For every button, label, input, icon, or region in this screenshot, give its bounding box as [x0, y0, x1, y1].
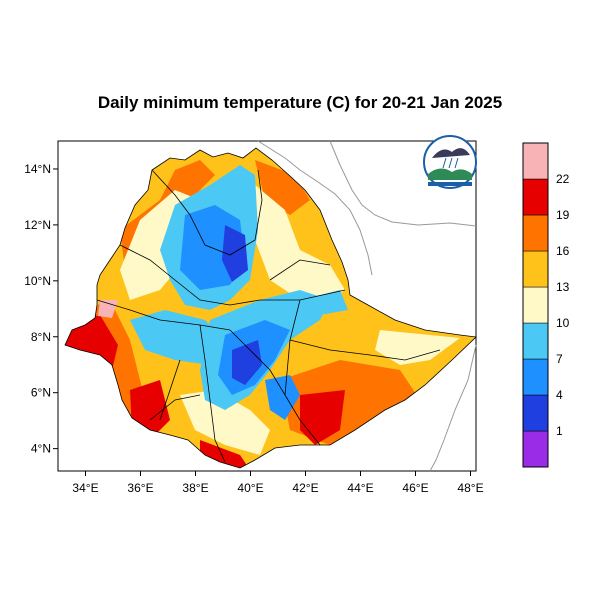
colorbar-swatch [522, 178, 549, 216]
colorbar-label: 13 [556, 280, 570, 294]
colorbar-swatch [522, 394, 549, 432]
ethiopian-meteorology-institute-logo [423, 135, 477, 189]
colorbar: 22 19 16 13 10 7 4 1 [522, 142, 570, 468]
colorbar-label: 19 [556, 208, 570, 222]
y-tick-label: 14°N [24, 162, 51, 176]
colorbar-label: 22 [556, 172, 570, 186]
x-tick-label: 40°E [237, 481, 263, 495]
y-tick-label: 12°N [24, 218, 51, 232]
colorbar-label: 1 [556, 424, 563, 438]
x-tick-label: 44°E [347, 481, 373, 495]
x-tick-label: 34°E [72, 481, 98, 495]
y-tick-label: 6°N [31, 386, 51, 400]
x-tick-label: 38°E [182, 481, 208, 495]
colorbar-swatch [522, 142, 549, 180]
colorbar-swatch [522, 214, 549, 252]
neighbor-borders [257, 140, 477, 472]
country-borders [64, 147, 477, 469]
x-tick-label: 42°E [292, 481, 318, 495]
y-axis: 14°N 12°N 10°N 8°N 6°N 4°N [24, 162, 58, 456]
map-title: Daily minimum temperature (C) for 20-21 … [97, 93, 503, 112]
colorbar-label: 7 [556, 352, 563, 366]
x-axis: 34°E 36°E 38°E 40°E 42°E 44°E 46°E 48°E [72, 471, 484, 495]
x-tick-label: 36°E [127, 481, 153, 495]
colorbar-swatch [522, 286, 549, 324]
colorbar-label: 10 [556, 316, 570, 330]
x-tick-label: 46°E [402, 481, 428, 495]
y-tick-label: 4°N [31, 442, 51, 456]
colorbar-swatch [522, 358, 549, 396]
colorbar-label: 16 [556, 244, 570, 258]
colorbar-swatch [522, 430, 549, 468]
colorbar-swatch [522, 322, 549, 360]
colorbar-label: 4 [556, 388, 563, 402]
y-tick-label: 10°N [24, 274, 51, 288]
y-tick-label: 8°N [31, 330, 51, 344]
x-tick-label: 48°E [457, 481, 483, 495]
colorbar-swatch [522, 250, 549, 288]
